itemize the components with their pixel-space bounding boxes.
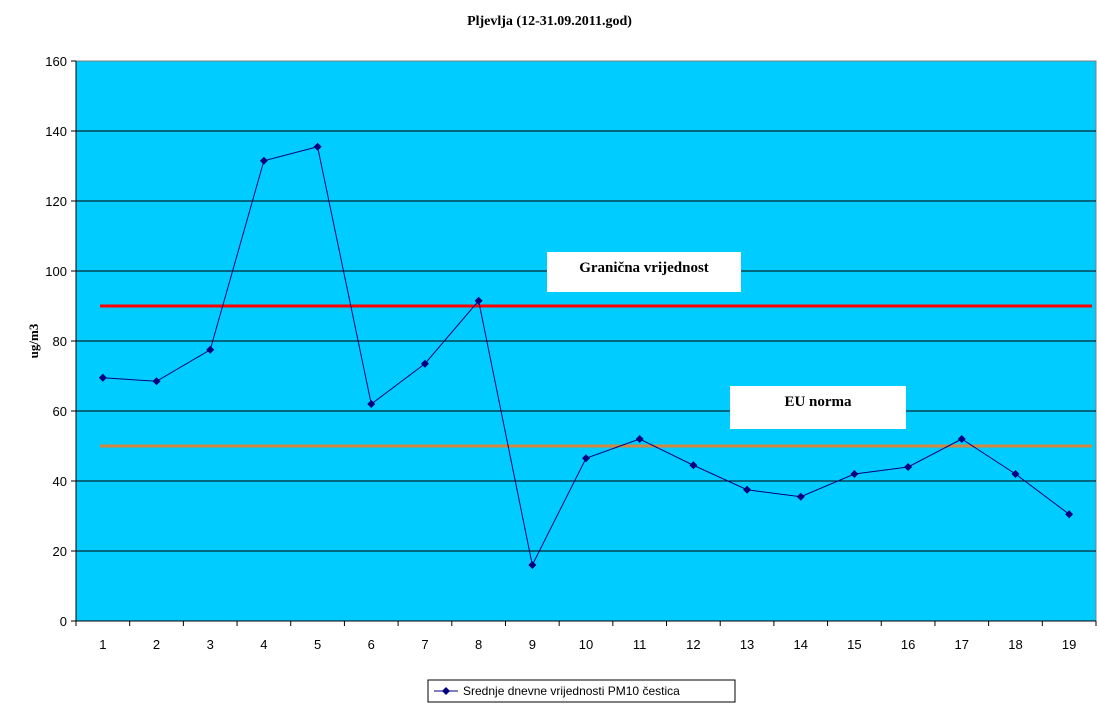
x-tick-label: 13 bbox=[740, 637, 754, 652]
x-tick-label: 5 bbox=[314, 637, 321, 652]
x-tick-label: 17 bbox=[955, 637, 969, 652]
x-tick-label: 1 bbox=[99, 637, 106, 652]
data-point bbox=[98, 373, 107, 382]
x-tick-label: 8 bbox=[475, 637, 482, 652]
legend-label: Srednje dnevne vrijednosti PM10 čestica bbox=[463, 684, 680, 698]
y-tick-label: 20 bbox=[53, 544, 67, 559]
x-tick-label: 15 bbox=[847, 637, 861, 652]
data-point bbox=[474, 296, 483, 305]
data-point bbox=[957, 435, 966, 443]
data-series bbox=[98, 142, 1074, 569]
data-point bbox=[1065, 510, 1074, 519]
y-tick-label: 60 bbox=[53, 404, 67, 419]
x-tick-label: 2 bbox=[153, 637, 160, 652]
x-tick-labels: 1 2 3 4 5 6 7 8 9 10 11 12 13 14 15 16 17 18 19 bbox=[99, 637, 1076, 652]
annotation-label: EU norma bbox=[784, 394, 852, 410]
x-tick-label: 18 bbox=[1008, 637, 1022, 652]
legend-marker bbox=[442, 687, 450, 695]
data-point bbox=[904, 463, 913, 471]
data-point bbox=[1011, 470, 1020, 478]
data-point bbox=[528, 561, 537, 569]
x-tick-label: 12 bbox=[686, 637, 700, 652]
y-tick-label: 120 bbox=[45, 194, 67, 209]
y-axis-label: ug/m3 bbox=[26, 323, 41, 358]
y-tick-label: 0 bbox=[60, 614, 67, 629]
y-tick-label: 160 bbox=[45, 54, 67, 69]
legend: Srednje dnevne vrijednosti PM10 čestica bbox=[427, 679, 736, 703]
y-tick-label: 40 bbox=[53, 474, 67, 489]
x-tick-label: 19 bbox=[1062, 637, 1076, 652]
y-tick-label: 80 bbox=[53, 334, 67, 349]
data-point bbox=[689, 461, 698, 470]
x-tick-label: 4 bbox=[260, 637, 267, 652]
x-tick-label: 6 bbox=[368, 637, 375, 652]
annotation-label: Granična vrijednost bbox=[579, 260, 709, 276]
annotation-box bbox=[547, 252, 741, 292]
axes bbox=[71, 60, 1097, 626]
data-point bbox=[635, 435, 644, 443]
data-point bbox=[367, 400, 376, 408]
data-point bbox=[206, 345, 215, 354]
x-tick-label: 7 bbox=[421, 637, 428, 652]
x-tick-label: 14 bbox=[794, 637, 808, 652]
data-point bbox=[313, 142, 322, 151]
data-point bbox=[850, 470, 859, 478]
x-tick-label: 10 bbox=[579, 637, 593, 652]
data-point bbox=[420, 359, 429, 368]
reference-lines bbox=[100, 304, 1092, 448]
x-tick-label: 11 bbox=[633, 637, 647, 652]
x-tick-label: 9 bbox=[529, 637, 536, 652]
data-point bbox=[582, 454, 590, 463]
data-point bbox=[152, 377, 161, 386]
annotations: Granična vrijednost EU norma bbox=[547, 252, 906, 429]
y-tick-label: 100 bbox=[45, 264, 67, 279]
chart-title: Pljevlja (12-31.09.2011.god) bbox=[467, 14, 632, 29]
data-point bbox=[796, 492, 805, 501]
legend-box bbox=[427, 679, 736, 703]
data-point bbox=[743, 485, 752, 494]
data-point bbox=[259, 156, 268, 165]
annotation-box bbox=[730, 386, 906, 429]
x-tick-label: 16 bbox=[901, 637, 915, 652]
x-tick-label: 3 bbox=[207, 637, 214, 652]
gridlines bbox=[76, 130, 1096, 552]
y-tick-label: 140 bbox=[45, 124, 67, 139]
y-tick-labels: 0 20 40 60 80 100 120 140 160 bbox=[45, 54, 67, 629]
